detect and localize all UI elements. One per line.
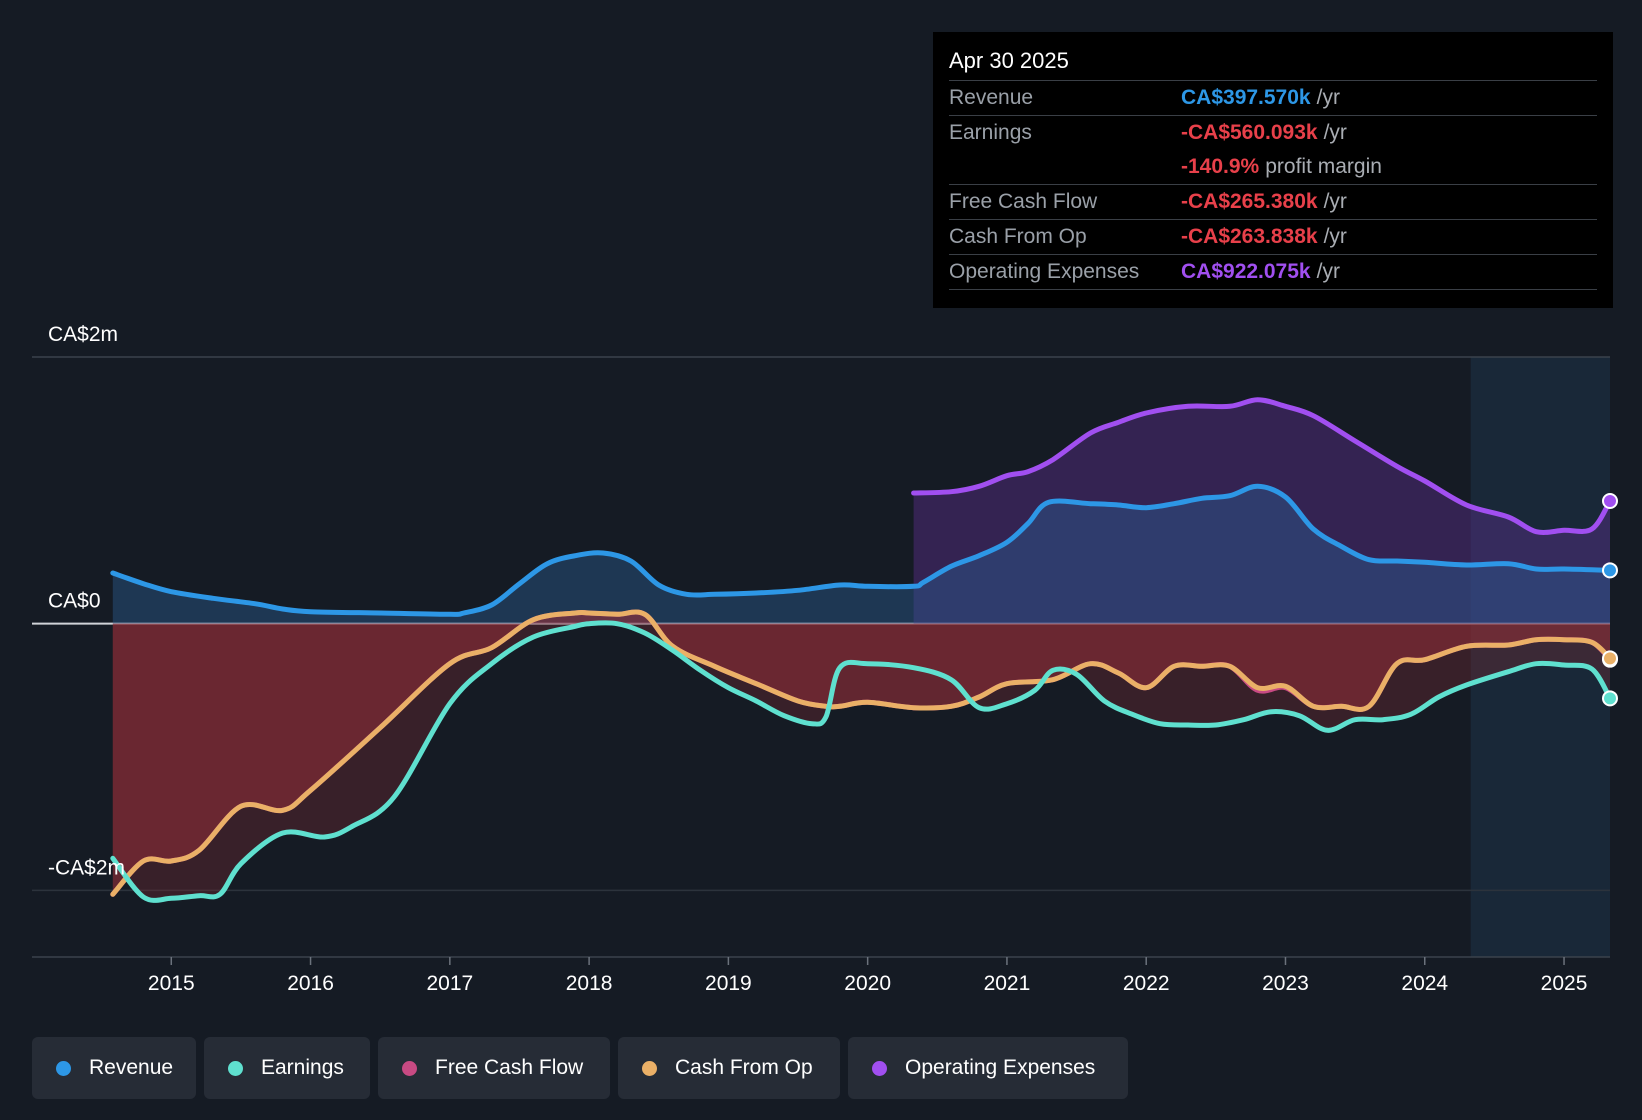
tooltip-value: -CA$560.093k	[1181, 121, 1318, 144]
point-earnings-latest	[1602, 690, 1618, 707]
tooltip-row-profit-margin: -140.9% profit margin	[949, 150, 1597, 184]
tooltip-label: Operating Expenses	[949, 260, 1140, 283]
tooltip-label: Free Cash Flow	[949, 190, 1098, 213]
legend-item-earnings[interactable]: Earnings	[204, 1037, 370, 1099]
tooltip-row-free-cash-flow: Free Cash Flow -CA$265.380k /yr	[949, 184, 1597, 219]
legend-dot-icon	[56, 1060, 71, 1076]
tooltip-label: Cash From Op	[949, 225, 1087, 248]
tooltip-panel: Apr 30 2025 Revenue CA$397.570k /yr Earn…	[933, 32, 1613, 308]
line-revenue	[110, 483, 1613, 617]
tooltip-value: CA$397.570k	[1181, 86, 1311, 109]
legend-dot-icon	[872, 1060, 887, 1076]
tooltip-row-operating-expenses: Operating Expenses CA$922.075k /yr	[949, 254, 1597, 290]
legend-item-operating-expenses[interactable]: Operating Expenses	[848, 1037, 1128, 1099]
forecast-shade	[1470, 357, 1610, 957]
point-revenue-latest	[1602, 562, 1618, 579]
x-tick-label: 2019	[705, 972, 752, 995]
tooltip-unit: /yr	[1316, 260, 1340, 283]
x-axis: 2015 2016 2017 2018 2019 2020 2021 2022 2023 2024…	[148, 957, 1587, 995]
x-tick-label: 2025	[1541, 972, 1588, 995]
x-tick-label: 2016	[287, 972, 334, 995]
area-free-cash-flow	[112, 612, 1610, 895]
area-revenue	[112, 486, 1610, 624]
x-tick-label: 2024	[1401, 972, 1448, 995]
tooltip-label: Revenue	[949, 86, 1034, 109]
y-tick-label: -CA$2m	[48, 856, 125, 879]
series-areas	[112, 399, 1610, 901]
x-tick-label: 2023	[1262, 972, 1309, 995]
legend-label: Free Cash Flow	[435, 1056, 584, 1079]
series-end-dots	[1602, 493, 1618, 707]
area-operating-expenses	[913, 399, 1610, 624]
tooltip-unit: /yr	[1323, 190, 1347, 213]
legend-dot-icon	[642, 1060, 657, 1076]
tooltip-row-earnings: Earnings -CA$560.093k /yr	[949, 115, 1597, 150]
legend-dot-icon	[402, 1060, 417, 1076]
x-tick-label: 2018	[566, 972, 613, 995]
point-cash-from-op-latest	[1602, 650, 1618, 667]
x-tick-label: 2022	[1123, 972, 1170, 995]
x-tick-label: 2020	[844, 972, 891, 995]
tooltip-unit: /yr	[1323, 225, 1347, 248]
legend-item-free-cash-flow[interactable]: Free Cash Flow	[378, 1037, 610, 1099]
y-tick-label: CA$2m	[48, 323, 118, 346]
area-earnings	[112, 622, 1610, 901]
forecast-region	[1470, 357, 1610, 957]
gridlines	[32, 356, 1610, 958]
line-earnings	[110, 620, 1613, 903]
tooltip-row-revenue: Revenue CA$397.570k /yr	[949, 80, 1597, 115]
tooltip-label: Earnings	[949, 121, 1032, 144]
tooltip-date: Apr 30 2025	[949, 48, 1069, 73]
chart-plot-background	[32, 357, 1610, 957]
legend-label: Operating Expenses	[905, 1056, 1096, 1079]
legend-dot-icon	[228, 1060, 243, 1076]
legend-label: Earnings	[261, 1056, 344, 1079]
tooltip-unit: /yr	[1316, 86, 1340, 109]
x-tick-label: 2015	[148, 972, 195, 995]
line-operating-expenses	[911, 397, 1613, 535]
tooltip-unit: profit margin	[1265, 155, 1382, 178]
legend-label: Cash From Op	[675, 1056, 813, 1079]
x-tick-label: 2021	[984, 972, 1031, 995]
point-operating-expenses-latest	[1602, 493, 1618, 509]
tooltip-value: -140.9%	[1181, 155, 1260, 178]
tooltip-value: -CA$263.838k	[1181, 225, 1318, 248]
legend-label: Revenue	[89, 1056, 174, 1079]
line-cash-from-op	[110, 609, 1613, 897]
x-tick-label: 2017	[426, 972, 473, 995]
tooltip-value: -CA$265.380k	[1181, 190, 1318, 213]
tooltip-unit: /yr	[1323, 121, 1347, 144]
legend-item-cash-from-op[interactable]: Cash From Op	[618, 1037, 840, 1099]
area-cash-from-op	[112, 612, 1610, 895]
y-tick-label: CA$0	[48, 590, 101, 613]
y-axis: CA$2m CA$0 -CA$2m	[48, 323, 125, 879]
tooltip-row-cash-from-op: Cash From Op -CA$263.838k /yr	[949, 219, 1597, 254]
legend-item-revenue[interactable]: Revenue	[32, 1037, 196, 1099]
tooltip-value: CA$922.075k	[1181, 260, 1311, 283]
series-lines	[110, 397, 1613, 903]
